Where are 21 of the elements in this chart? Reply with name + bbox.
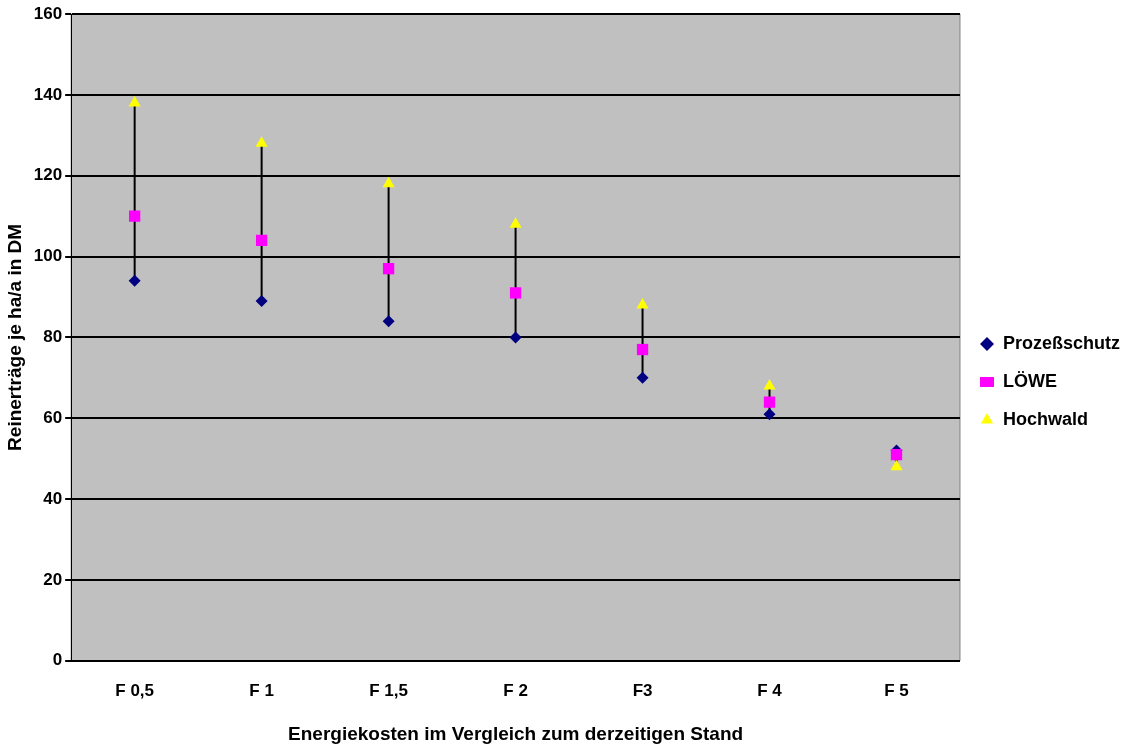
y-tick-label: 160 bbox=[33, 3, 63, 23]
x-tick-label: F3 bbox=[632, 680, 653, 700]
legend-label: Prozeßschutz bbox=[1002, 332, 1121, 353]
x-tick-label: F 5 bbox=[884, 680, 909, 700]
y-tick-label: 120 bbox=[33, 165, 63, 185]
x-tick-label: F 1 bbox=[249, 680, 274, 700]
y-tick-label: 80 bbox=[43, 327, 63, 347]
y-axis-title: Reinerträge je ha/a in DM bbox=[3, 223, 25, 451]
legend-label: Hochwald bbox=[1002, 408, 1088, 429]
x-axis-title: Energiekosten im Vergleich zum derzeitigen Stand bbox=[288, 722, 744, 744]
x-tick-label: F 4 bbox=[757, 680, 783, 700]
y-tick-label: 40 bbox=[43, 488, 63, 508]
legend-label: LÖWE bbox=[1002, 370, 1057, 391]
x-tick-label: F 1,5 bbox=[369, 680, 408, 700]
y-tick-label: 140 bbox=[33, 84, 63, 104]
y-tick-label: 0 bbox=[52, 650, 63, 670]
x-tick-label: F 0,5 bbox=[115, 680, 155, 700]
y-tick-label: 100 bbox=[33, 246, 63, 266]
y-tick-label: 60 bbox=[43, 407, 63, 427]
x-tick-label: F 2 bbox=[503, 680, 528, 700]
y-tick-label: 20 bbox=[43, 569, 63, 589]
